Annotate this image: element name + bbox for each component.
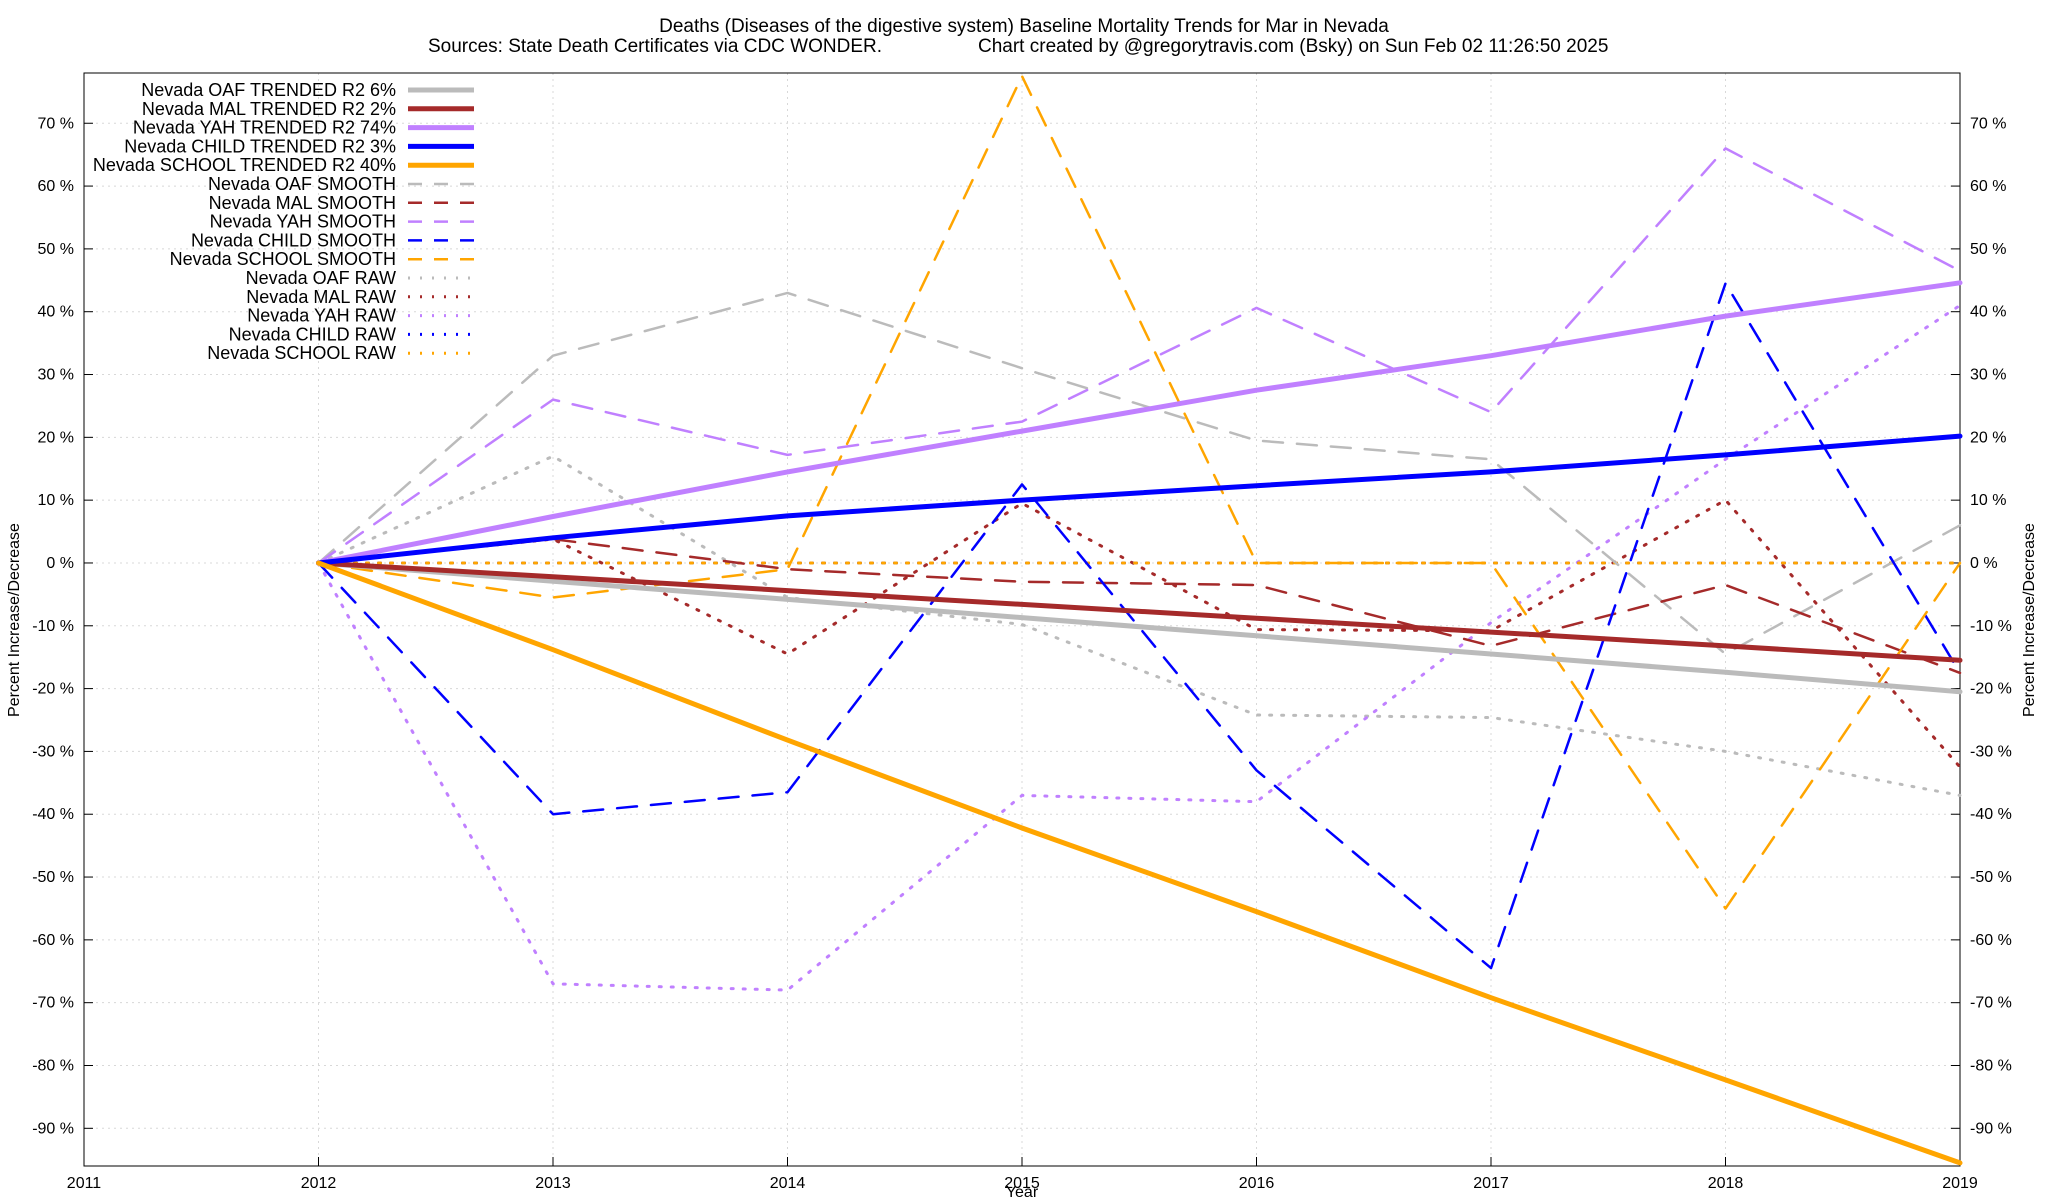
y2-tick-label: 10 % (1970, 492, 2006, 509)
y2-tick-label: 0 % (1970, 555, 1998, 572)
y-tick-label: -50 % (32, 869, 74, 886)
x-tick-label: 2015 (1004, 1175, 1040, 1192)
legend-label: Nevada MAL TRENDED R2 2% (142, 99, 396, 119)
y-tick-label: -60 % (32, 932, 74, 949)
y2-tick-label: 70 % (1970, 115, 2006, 132)
series-line-nevada-mal-smooth (317, 537, 1962, 675)
x-tick-label: 2018 (1708, 1175, 1744, 1192)
series-line-nevada-child-trended-r2-3 (316, 433, 1963, 566)
legend-label: Nevada CHILD RAW (229, 324, 396, 344)
y-tick-label: 20 % (38, 429, 74, 446)
legend: Nevada OAF TRENDED R2 6%Nevada MAL TREND… (93, 80, 474, 363)
y-tick-label: -10 % (32, 618, 74, 635)
series-line-nevada-oaf-raw (317, 454, 1962, 797)
y2-tick-label: -40 % (1970, 806, 2012, 823)
y2-axis-label: Percent Increase/Decrease (2021, 523, 2038, 717)
y-tick-label: -70 % (32, 995, 74, 1012)
series-line-nevada-yah-raw (317, 303, 1962, 992)
y-tick-label: 0 % (46, 555, 74, 572)
y2-tick-label: -50 % (1970, 869, 2012, 886)
y2-tick-label: -30 % (1970, 743, 2012, 760)
x-tick-label: 2011 (67, 1175, 102, 1192)
legend-label: Nevada OAF TRENDED R2 6% (141, 80, 396, 100)
legend-label: Nevada CHILD TRENDED R2 3% (124, 136, 396, 156)
legend-label: Nevada OAF RAW (246, 268, 396, 288)
legend-label: Nevada OAF SMOOTH (208, 174, 396, 194)
y-tick-label: 60 % (38, 178, 74, 195)
y2-tick-label: -70 % (1970, 995, 2012, 1012)
y2-tick-label: -10 % (1970, 618, 2012, 635)
y-tick-label: 40 % (38, 304, 74, 321)
y2-tick-label: 40 % (1970, 304, 2006, 321)
chart-subtitle-sources: Sources: State Death Certificates via CD… (428, 36, 882, 57)
tick-labels: 70 % 70 % 60 % 60 % 50 % 50 % 40 % 40 % 30 % 30 %… (32, 115, 2012, 1192)
x-tick-label: 2013 (535, 1175, 571, 1192)
y-tick-label: 50 % (38, 241, 74, 258)
legend-label: Nevada SCHOOL TRENDED R2 40% (93, 155, 396, 175)
legend-label: Nevada YAH RAW (247, 306, 396, 326)
chart-subtitle-credit: Chart created by @gregorytravis.com (Bsk… (978, 36, 1608, 57)
y2-tick-label: 20 % (1970, 429, 2006, 446)
x-tick-label: 2014 (770, 1175, 806, 1192)
legend-label: Nevada MAL RAW (246, 287, 396, 307)
y-tick-label: -80 % (32, 1057, 74, 1074)
series-layer (316, 74, 1963, 1166)
x-axis-label: Year (1006, 1184, 1039, 1200)
series-line-nevada-yah-trended-r2-74 (316, 280, 1963, 566)
series-line-nevada-mal-trended-r2-2 (316, 560, 1963, 663)
y2-tick-label: -20 % (1970, 681, 2012, 698)
y2-tick-label: 50 % (1970, 241, 2006, 258)
y-tick-label: 10 % (38, 492, 74, 509)
x-tick-label: 2019 (1942, 1175, 1978, 1192)
chart-title: Deaths (Diseases of the digestive system… (659, 16, 1389, 37)
legend-label: Nevada YAH TRENDED R2 74% (133, 118, 396, 138)
y-tick-label: -40 % (32, 806, 74, 823)
y2-tick-label: 60 % (1970, 178, 2006, 195)
series-line-nevada-school-smooth (317, 74, 1962, 910)
y-tick-label: -30 % (32, 743, 74, 760)
tick-marks (83, 122, 1961, 1166)
y-tick-label: -90 % (32, 1120, 74, 1137)
y2-tick-label: -60 % (1970, 932, 2012, 949)
y2-tick-label: -90 % (1970, 1120, 2012, 1137)
x-tick-label: 2012 (301, 1175, 337, 1192)
y2-tick-label: -80 % (1970, 1057, 2012, 1074)
legend-label: Nevada MAL SMOOTH (209, 193, 396, 213)
legend-label: Nevada SCHOOL SMOOTH (170, 249, 396, 269)
y-axis-label: Percent Increase/Decrease (6, 523, 23, 717)
series-line-nevada-mal-raw (317, 498, 1962, 769)
series-line-nevada-child-smooth (317, 282, 1962, 970)
x-tick-label: 2016 (1239, 1175, 1275, 1192)
series-line-nevada-oaf-trended-r2-6 (316, 560, 1963, 695)
legend-label: Nevada CHILD SMOOTH (191, 230, 396, 250)
y-tick-label: -20 % (32, 681, 74, 698)
y-tick-label: 30 % (38, 367, 74, 384)
series-line-nevada-oaf-smooth (317, 291, 1962, 656)
legend-label: Nevada YAH SMOOTH (210, 212, 396, 232)
series-line-nevada-school-trended-r2-40 (316, 560, 1963, 1166)
y-tick-label: 70 % (38, 115, 74, 132)
y2-tick-label: 30 % (1970, 367, 2006, 384)
x-tick-label: 2017 (1473, 1175, 1509, 1192)
series-line-nevada-yah-smooth (317, 147, 1962, 565)
legend-label: Nevada SCHOOL RAW (207, 343, 396, 363)
